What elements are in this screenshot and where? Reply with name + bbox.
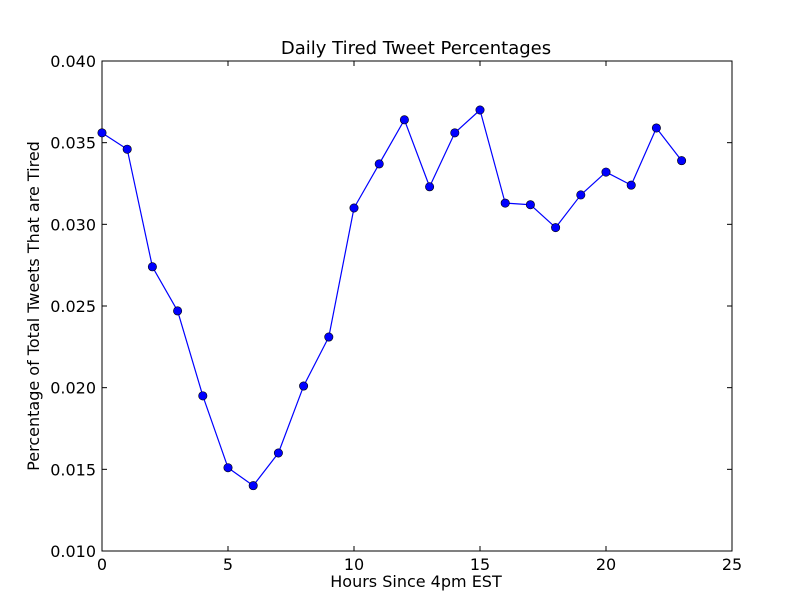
series-line bbox=[101, 109, 683, 487]
data-point bbox=[122, 144, 132, 154]
data-point bbox=[677, 156, 687, 166]
y-tick-label: 0.020 bbox=[50, 379, 96, 398]
data-point bbox=[324, 332, 334, 342]
data-point bbox=[399, 115, 409, 125]
data-point bbox=[626, 180, 636, 190]
x-axis-label: Hours Since 4pm EST bbox=[330, 572, 502, 591]
data-point bbox=[601, 167, 611, 177]
x-tick-label: 25 bbox=[722, 555, 742, 574]
y-tick-label: 0.015 bbox=[50, 460, 96, 479]
data-point bbox=[450, 128, 460, 138]
data-point bbox=[576, 190, 586, 200]
data-point bbox=[299, 381, 309, 391]
data-point bbox=[173, 306, 183, 316]
data-point bbox=[147, 262, 157, 272]
y-tick-label: 0.025 bbox=[50, 297, 96, 316]
data-point bbox=[500, 198, 510, 208]
x-tick-label: 5 bbox=[223, 555, 233, 574]
data-point bbox=[525, 200, 535, 210]
y-axis-label: Percentage of Total Tweets That are Tire… bbox=[24, 141, 43, 471]
y-tick-label: 0.040 bbox=[50, 52, 96, 71]
data-point bbox=[475, 105, 485, 115]
data-point bbox=[425, 182, 435, 192]
x-tick-label: 0 bbox=[97, 555, 107, 574]
data-point bbox=[248, 481, 258, 491]
x-tick-label: 20 bbox=[596, 555, 616, 574]
data-point bbox=[97, 128, 107, 138]
y-tick-label: 0.035 bbox=[50, 134, 96, 153]
data-point bbox=[551, 223, 561, 233]
data-point bbox=[651, 123, 661, 133]
data-point bbox=[349, 203, 359, 213]
x-tick-label: 10 bbox=[344, 555, 364, 574]
data-point bbox=[198, 391, 208, 401]
data-point bbox=[273, 448, 283, 458]
data-point bbox=[374, 159, 384, 169]
chart-title: Daily Tired Tweet Percentages bbox=[281, 38, 551, 59]
y-tick-label: 0.030 bbox=[50, 215, 96, 234]
x-tick-label: 15 bbox=[470, 555, 490, 574]
data-point bbox=[223, 463, 233, 473]
plot-area: 0 5 10 15 20 25 0.010 0.015 0.020 0.025 0.030 0.035… bbox=[50, 52, 742, 574]
y-tick-label: 0.010 bbox=[50, 542, 96, 561]
